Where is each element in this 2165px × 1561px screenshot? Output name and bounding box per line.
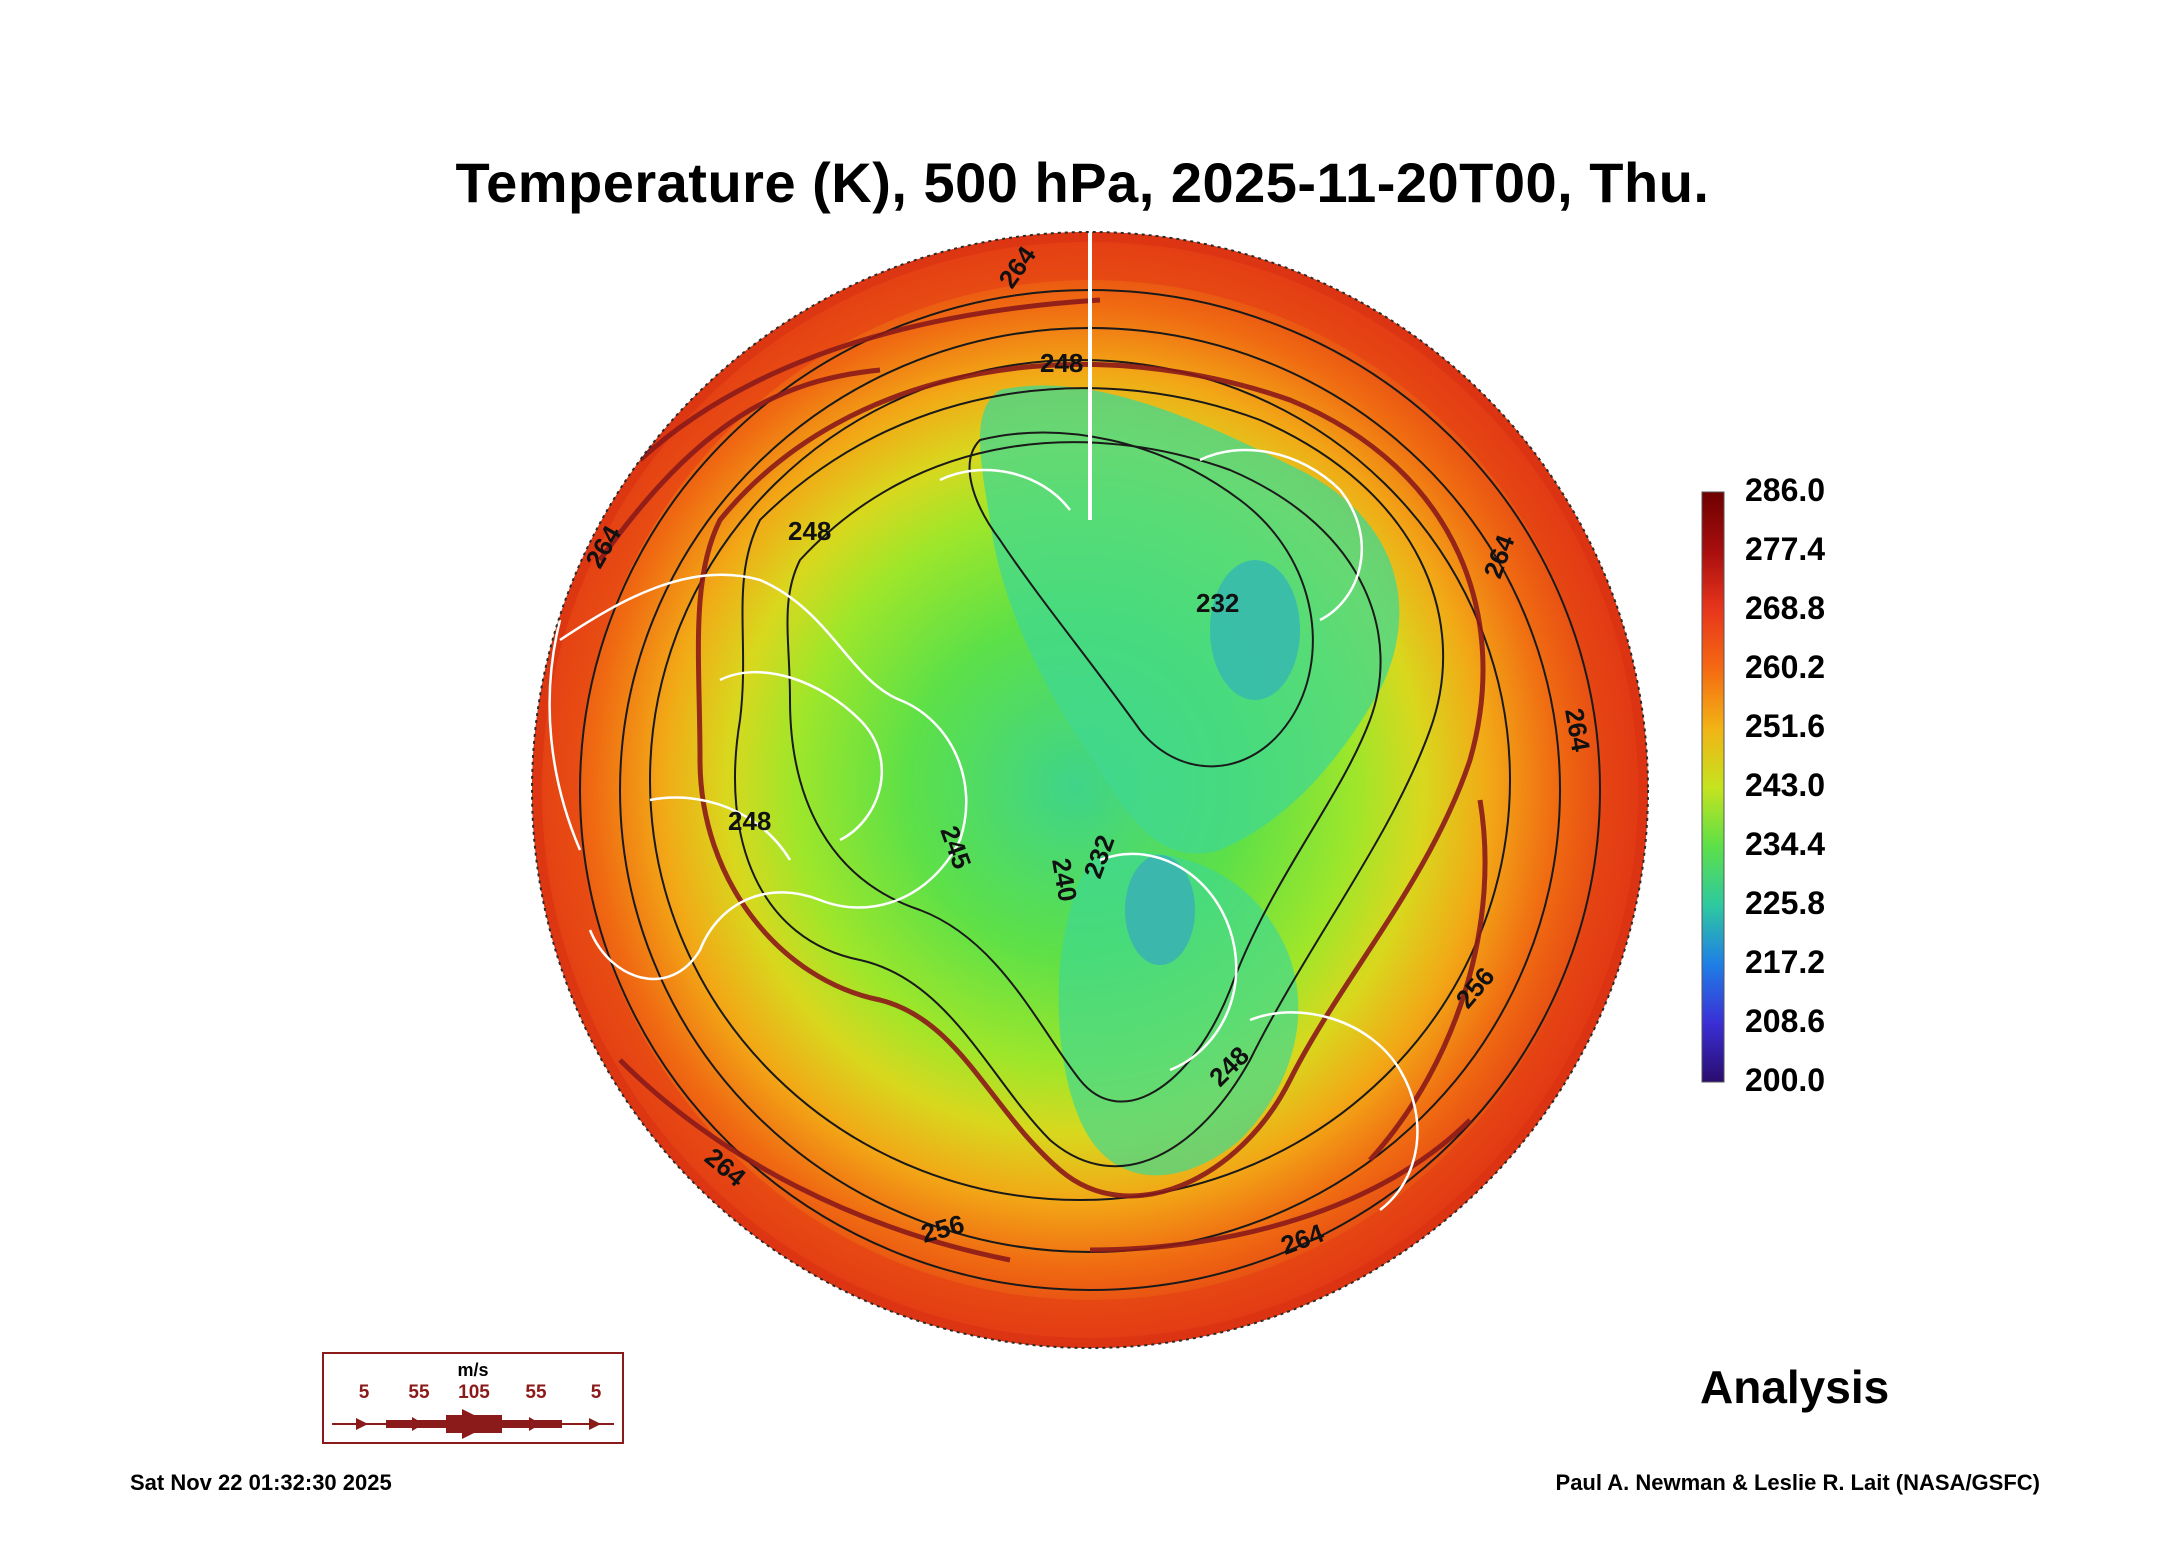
colorbar-label: 286.0 [1745,472,1826,508]
wind-tick: 55 [525,1382,547,1403]
cold-core-south [1125,855,1195,965]
cold-region-north [980,385,1400,854]
colorbar [1701,491,1725,1083]
timestamp: Sat Nov 22 01:32:30 2025 [130,1470,392,1495]
colorbar-label: 225.8 [1745,885,1826,921]
wind-speed-legend: m/s 5 55 105 55 5 [322,1352,624,1444]
colorbar-label: 200.0 [1745,1062,1826,1098]
wind-tick: 105 [458,1382,490,1403]
wind-tick: 5 [590,1382,602,1403]
contour-label: 232 [1196,588,1239,618]
colorbar-label: 217.2 [1745,944,1826,980]
wind-tick: 5 [358,1382,370,1403]
contour-label: 248 [1040,348,1083,378]
wind-arrow-scale [332,1409,614,1439]
colorbar-label: 268.8 [1745,590,1826,626]
colorbar-label: 277.4 [1745,531,1826,567]
colorbar-label: 260.2 [1745,649,1826,685]
analysis-label: Analysis [1700,1361,1890,1413]
cold-region-south [1058,852,1299,1176]
cold-core-north [1210,560,1300,700]
colorbar-label: 208.6 [1745,1003,1826,1039]
contour-label: 248 [728,806,771,836]
colorbar-label: 234.4 [1745,826,1826,862]
wind-tick: 55 [408,1382,430,1403]
map-title: Temperature (K), 500 hPa, 2025-11-20T00,… [455,151,1710,214]
colorbar-label: 251.6 [1745,708,1826,744]
contour-label: 240 [1046,856,1083,904]
credit: Paul A. Newman & Leslie R. Lait (NASA/GS… [1555,1470,2040,1495]
wind-unit: m/s [457,1360,489,1380]
contour-label: 248 [788,516,831,546]
globe [531,231,1649,1349]
colorbar-label: 243.0 [1745,767,1826,803]
